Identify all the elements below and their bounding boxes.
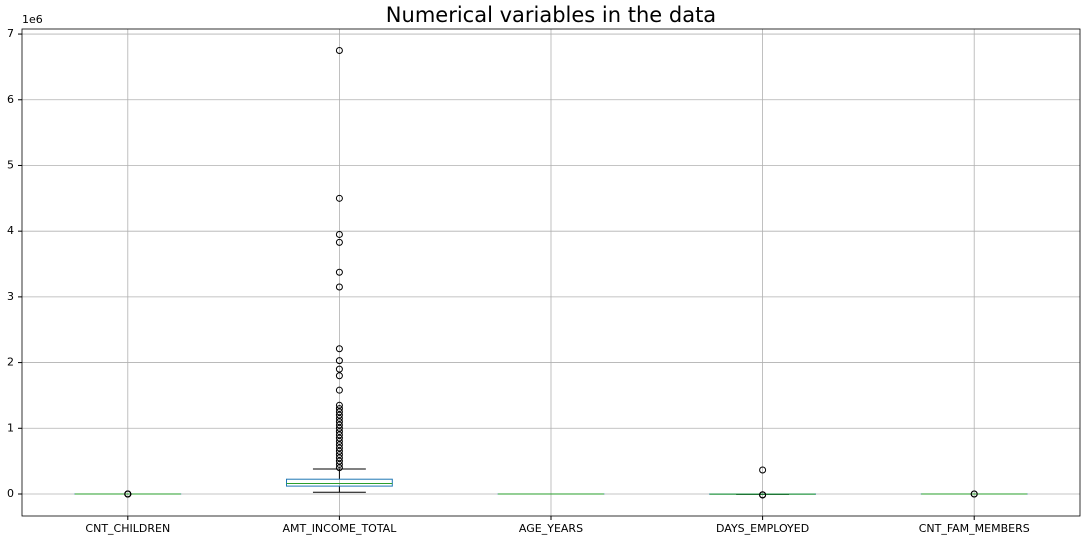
x-tick-label: AMT_INCOME_TOTAL	[282, 522, 397, 535]
y-tick-label: 1	[7, 421, 14, 434]
y-tick-label: 2	[7, 356, 14, 369]
x-tick-label: DAYS_EMPLOYED	[716, 522, 809, 535]
chart-title: Numerical variables in the data	[386, 3, 716, 27]
x-tick-label: AGE_YEARS	[519, 522, 583, 535]
y-tick-label: 5	[7, 158, 14, 171]
y-tick-label: 7	[7, 27, 14, 40]
y-tick-label: 4	[7, 224, 14, 237]
y-offset-label: 1e6	[22, 13, 43, 26]
x-tick-label: CNT_FAM_MEMBERS	[919, 522, 1030, 535]
y-tick-label: 6	[7, 93, 14, 106]
y-tick-label: 0	[7, 487, 14, 500]
x-tick-label: CNT_CHILDREN	[85, 522, 170, 535]
y-tick-label: 3	[7, 290, 14, 303]
